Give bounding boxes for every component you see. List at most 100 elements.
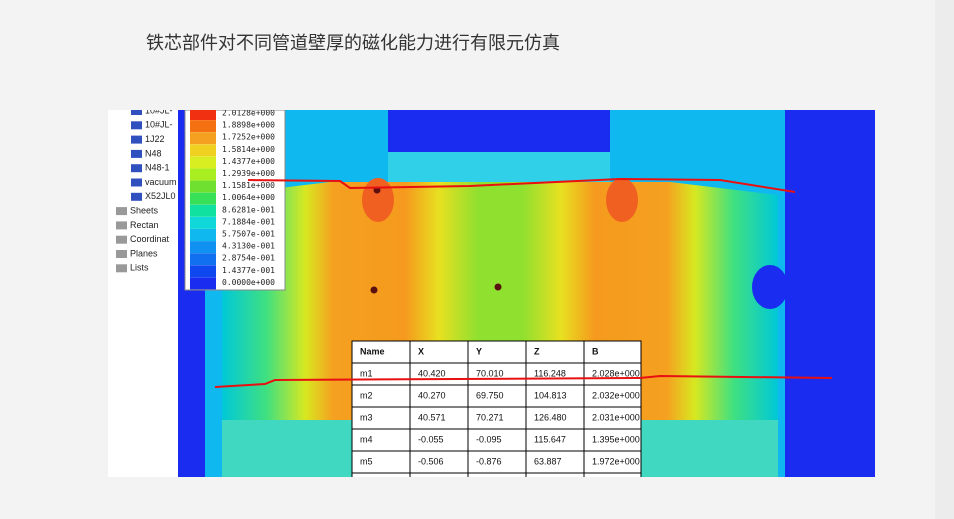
legend-label: 1.8898e+000 <box>222 121 275 130</box>
legend-label: 2.8754e-001 <box>222 254 275 263</box>
tree-icon <box>116 207 127 216</box>
tree-icon <box>116 250 127 258</box>
legend-label: 1.4377e+000 <box>222 157 275 166</box>
tree-icon <box>131 192 142 201</box>
legend-swatch <box>190 253 216 266</box>
legend-swatch <box>190 168 216 181</box>
legend-label: 8.6281e-001 <box>222 205 275 214</box>
figure: 2.0128e+000 1.8898e+000 1.7252e+000 1.5814e… <box>108 105 875 477</box>
table-header: Y <box>476 346 482 356</box>
table-header: Name <box>360 346 385 356</box>
table-cell: m2 <box>360 390 373 400</box>
tree-item: Planes <box>130 248 158 258</box>
table-cell: 115.647 <box>534 434 566 444</box>
legend-swatch <box>190 241 216 254</box>
table-header: Z <box>534 346 540 356</box>
cold-spot <box>752 265 788 309</box>
tree-item: 1J22 <box>145 134 165 144</box>
tree-icon <box>116 264 127 273</box>
table-cell: m4 <box>360 434 373 444</box>
field-block <box>388 110 610 152</box>
table-cell: 40.420 <box>418 368 446 378</box>
legend-swatch <box>190 180 216 193</box>
legend-label: 5.7507e-001 <box>222 230 275 239</box>
tree-item: N48-1 <box>145 163 170 173</box>
table-cell: 40.270 <box>418 390 446 400</box>
table-cell: 1.972e+000 <box>592 456 640 466</box>
table-cell: -0.055 <box>418 434 444 444</box>
table: Name X Y Z Bm1 40.420 70.010 116.248 2.028e+000 m… <box>351 340 642 477</box>
table-cell: 116.248 <box>534 368 566 378</box>
hotspot <box>362 178 394 222</box>
legend-label: 1.5814e+000 <box>222 145 275 154</box>
legend-swatch <box>190 204 216 217</box>
tree-item: N48 <box>145 148 162 158</box>
table-cell: -0.876 <box>476 456 502 466</box>
table-cell: 69.750 <box>476 390 504 400</box>
title: 铁芯部件对不同管道壁厚的磁化能力进行有限元仿真 <box>146 33 560 54</box>
table-cell: 70.010 <box>476 368 504 378</box>
legend-label: 1.2939e+000 <box>222 169 275 178</box>
legend-label: 7.1884e-001 <box>222 217 275 226</box>
field-gap <box>388 152 610 182</box>
legend-label: 1.7252e+000 <box>222 133 275 142</box>
table-cell: 2.032e+000 <box>592 390 640 400</box>
table-cell: 104.813 <box>534 390 567 400</box>
table-cell: 2.031e+000 <box>592 412 640 422</box>
table-cell: m1 <box>360 368 373 378</box>
probe <box>494 283 502 291</box>
legend-swatch <box>190 216 216 229</box>
legend-label: 1.0064e+000 <box>222 193 275 202</box>
tree-icon <box>131 135 142 144</box>
tree-icon <box>131 178 142 187</box>
red-line <box>247 177 796 193</box>
table-cell: m5 <box>360 456 373 466</box>
legend-swatch <box>190 192 216 205</box>
legend-swatch <box>190 156 216 169</box>
legend-swatch <box>190 144 216 157</box>
tree-icon <box>131 121 142 130</box>
legend-label: 2.0128e+000 <box>222 109 275 118</box>
scroll-strip <box>935 0 954 519</box>
tree-item: Lists <box>130 263 149 273</box>
tree-item: Sheets <box>130 205 159 215</box>
legend-label: 1.1581e+000 <box>222 181 275 190</box>
legend-swatch <box>190 277 216 290</box>
hotspot <box>606 178 638 222</box>
tree-item: 10#JL- <box>145 105 173 115</box>
table-cell: 63.887 <box>534 456 562 466</box>
tree-icon <box>116 235 127 244</box>
tree-icon <box>131 110 142 115</box>
table-header: X <box>418 346 424 356</box>
table-cell: 1.395e+000 <box>592 434 640 444</box>
legend: 2.0128e+000 1.8898e+000 1.7252e+000 1.5814e… <box>190 109 275 290</box>
tree-item: vacuum <box>145 177 177 187</box>
legend-swatch <box>190 265 216 278</box>
tree-item: Rectan <box>130 220 159 230</box>
tree-icon <box>131 164 142 173</box>
table-cell: -0.506 <box>418 456 444 466</box>
table-cell: m3 <box>360 412 373 422</box>
red-line <box>214 374 833 388</box>
legend-swatch <box>190 110 216 120</box>
legend-label: 1.4377e-001 <box>222 266 275 275</box>
tree: 10#JL- 10#JL- 1J22 N48 N48-1 vacuum X52JL0 Shee… <box>116 105 177 273</box>
tree-item: X52JL0 <box>145 191 176 201</box>
table-cell: 126.480 <box>534 412 567 422</box>
table-cell: 2.028e+000 <box>592 368 640 378</box>
table-cell: -0.095 <box>476 434 502 444</box>
legend-label: 4.3130e-001 <box>222 242 275 251</box>
tree-item: 10#JL- <box>145 120 173 130</box>
probe <box>370 286 378 294</box>
legend-swatch <box>190 132 216 145</box>
table-cell: 40.571 <box>418 412 446 422</box>
tree-icon <box>116 221 127 230</box>
tree-item: Coordinat <box>130 234 170 244</box>
table-cell: 70.271 <box>476 412 504 422</box>
legend-swatch <box>190 120 216 133</box>
legend-swatch <box>190 229 216 241</box>
legend-label: 0.0000e+000 <box>222 278 275 287</box>
tree-icon <box>131 149 142 158</box>
